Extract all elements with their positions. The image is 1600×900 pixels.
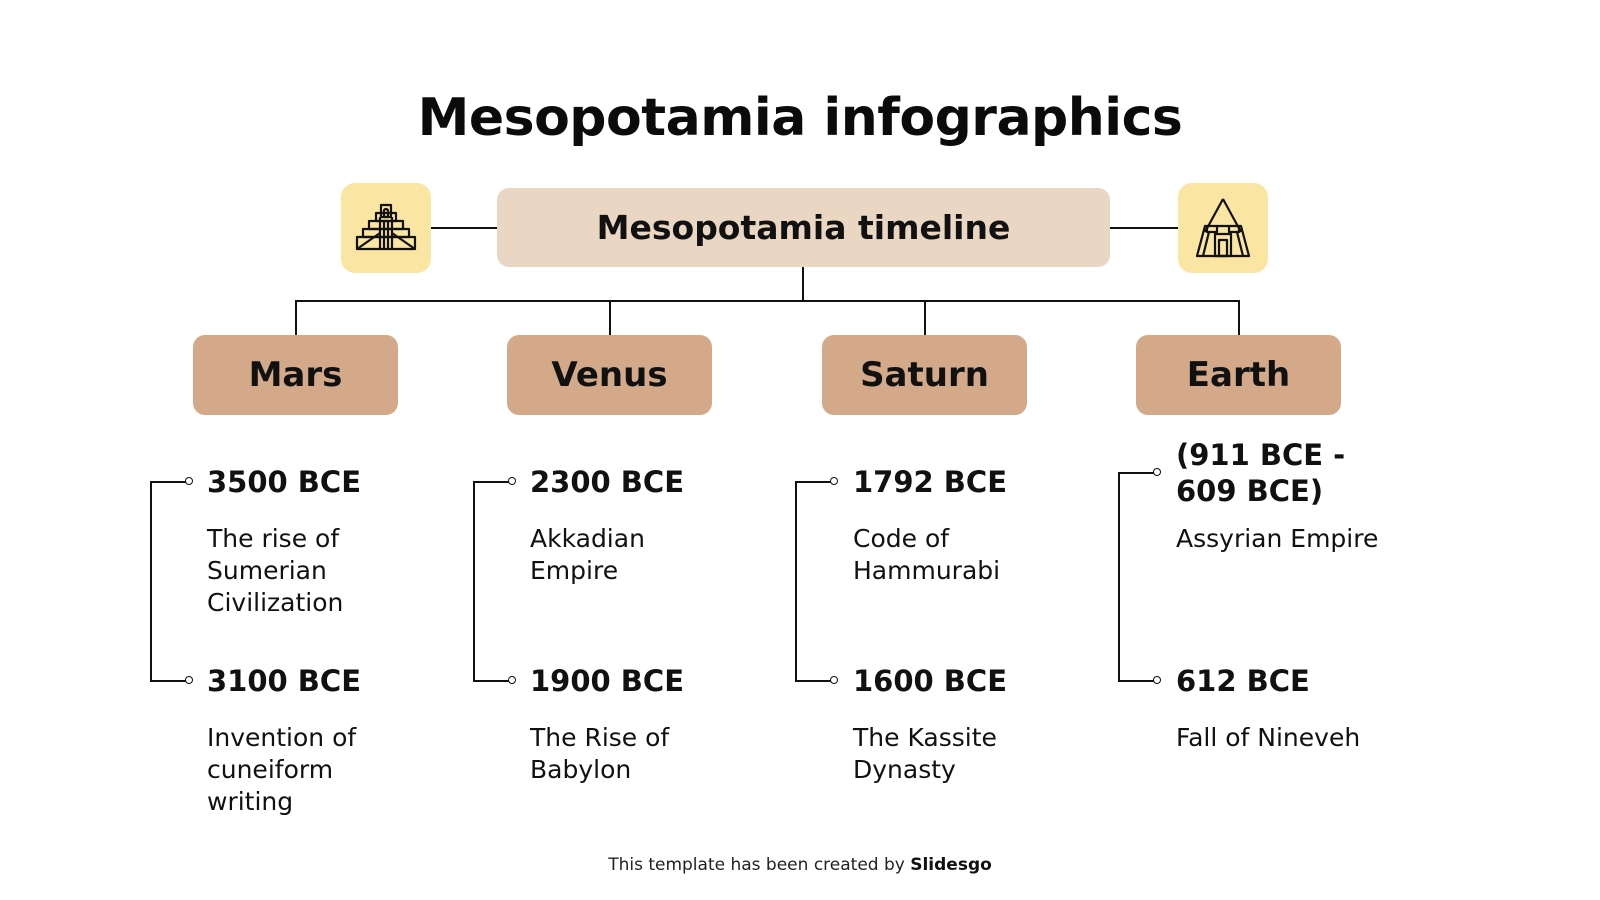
- footer-brand-link[interactable]: Slidesgo: [910, 855, 992, 875]
- timeline-bracket: [473, 481, 509, 483]
- event-date: 3100 BCE: [207, 664, 362, 698]
- timeline-bracket: [795, 481, 831, 483]
- connector-line: [1110, 227, 1178, 229]
- timeline-bracket: [150, 680, 186, 682]
- category-label: Saturn: [860, 355, 989, 395]
- event-description: Code of Hammurabi: [853, 524, 1001, 585]
- category-label: Venus: [551, 355, 668, 395]
- page-title: Mesopotamia infographics: [417, 88, 1183, 148]
- connector-line: [295, 300, 297, 335]
- event-description: The Rise of Babylon: [530, 723, 670, 784]
- category-label: Mars: [248, 355, 343, 395]
- timeline-dot: [508, 477, 516, 485]
- event-date: 3500 BCE: [207, 465, 362, 499]
- timeline-dot: [830, 676, 838, 684]
- timeline-dot: [185, 676, 193, 684]
- right-icon-tile: [1178, 183, 1268, 273]
- connector-line: [431, 227, 497, 229]
- timeline-bracket: [1118, 472, 1154, 474]
- timeline-bracket: [150, 481, 152, 681]
- event-date: 612 BCE: [1176, 664, 1310, 698]
- category-mars: Mars: [193, 335, 398, 415]
- event-date: 2300 BCE: [530, 465, 685, 499]
- timeline-dot: [830, 477, 838, 485]
- timeline-bracket: [473, 680, 509, 682]
- event-description: Akkadian Empire: [530, 524, 645, 585]
- event-date: 1600 BCE: [853, 664, 1008, 698]
- timeline-dot: [508, 676, 516, 684]
- event-date: (911 BCE - 609 BCE): [1176, 438, 1346, 508]
- timeline-dot: [1153, 676, 1161, 684]
- connector-line: [1238, 300, 1240, 335]
- timeline-bracket: [795, 680, 831, 682]
- category-label: Earth: [1186, 355, 1291, 395]
- footer-credit: This template has been created by Slides…: [0, 855, 1600, 875]
- timeline-bracket: [795, 481, 797, 681]
- connector-line: [609, 300, 611, 335]
- category-earth: Earth: [1136, 335, 1341, 415]
- timeline-bracket: [150, 481, 186, 483]
- root-label: Mesopotamia timeline: [596, 208, 1011, 247]
- left-icon-tile: [341, 183, 431, 273]
- event-date: 1900 BCE: [530, 664, 685, 698]
- timeline-dot: [185, 477, 193, 485]
- ziggurat-icon: [355, 203, 417, 251]
- temple-pyramid-icon: [1195, 198, 1251, 258]
- event-description: Assyrian Empire: [1176, 524, 1379, 553]
- timeline-bracket: [473, 481, 475, 681]
- connector-line: [295, 300, 1240, 302]
- category-venus: Venus: [507, 335, 712, 415]
- event-description: Fall of Nineveh: [1176, 723, 1361, 752]
- connector-line: [802, 267, 804, 301]
- event-date: 1792 BCE: [853, 465, 1008, 499]
- footer-text: This template has been created by: [608, 855, 911, 875]
- event-description: Invention of cuneiform writing: [207, 723, 357, 816]
- connector-line: [924, 300, 926, 335]
- timeline-bracket: [1118, 680, 1154, 682]
- event-description: The Kassite Dynasty: [853, 723, 997, 784]
- event-description: The rise of Sumerian Civilization: [207, 524, 344, 617]
- category-saturn: Saturn: [822, 335, 1027, 415]
- root-node: Mesopotamia timeline: [497, 188, 1110, 267]
- timeline-bracket: [1118, 472, 1120, 681]
- timeline-dot: [1153, 468, 1161, 476]
